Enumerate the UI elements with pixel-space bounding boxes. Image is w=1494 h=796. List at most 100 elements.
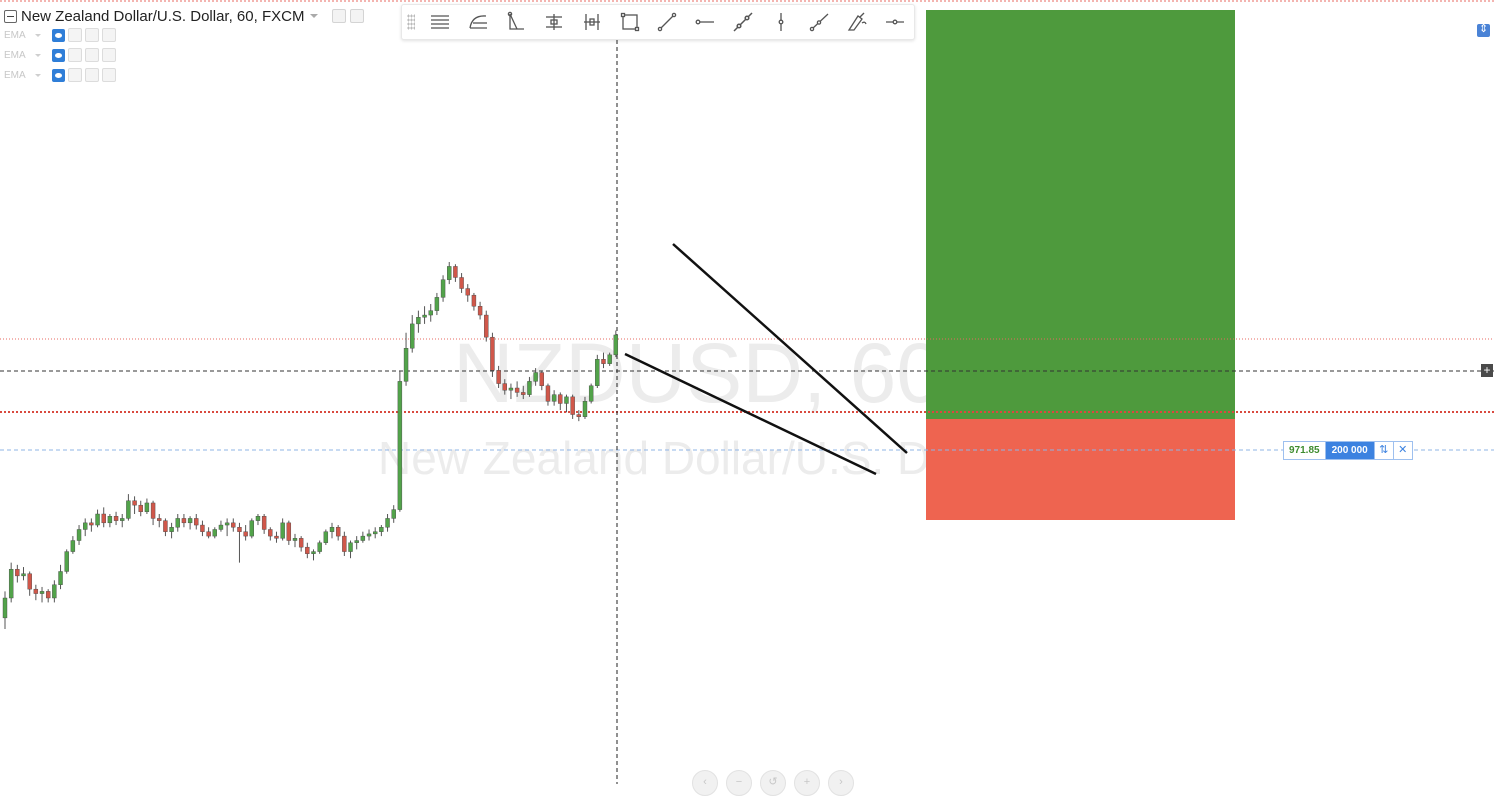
vertical-line-icon [778,13,784,31]
close-icon[interactable] [102,68,116,82]
date-range-tool[interactable] [535,5,573,39]
candle-body [385,518,390,528]
horizontal-lines-tool[interactable] [421,5,459,39]
indicator-name[interactable]: EMA [4,69,26,81]
candle-body [138,504,143,512]
candle-body [496,370,501,384]
candle-body [570,396,575,415]
trend-line-tool[interactable] [649,5,687,39]
candle-body [613,334,619,356]
ray-tool[interactable] [800,5,838,39]
position-quantity[interactable]: 200 000 [1325,442,1374,459]
settings-icon[interactable] [68,28,82,42]
candle-body [373,531,378,535]
curve-tool[interactable] [459,5,497,39]
candle-body [249,520,255,537]
candle-body [58,571,63,585]
indicator-name[interactable]: EMA [4,49,26,61]
lines-icon [430,15,449,29]
candle-body [545,385,551,402]
candle-body [2,597,8,619]
hide-icon[interactable] [350,9,365,23]
candle-body [521,392,526,395]
candle-body [120,518,125,521]
candle-body [231,522,236,528]
settings-icon[interactable] [332,9,347,23]
chevron-down-icon[interactable] [35,73,41,77]
candle-body [113,516,119,521]
eye-icon[interactable] [52,68,65,82]
add-icon[interactable] [85,68,99,82]
reset-icon[interactable]: ↺ [760,770,786,796]
collapse-icon[interactable] [4,9,17,23]
wedge-upper-trendline[interactable] [672,243,908,454]
candle-body [187,518,193,524]
wedge-lower-trendline[interactable] [624,352,877,476]
settings-icon[interactable] [68,48,82,62]
candle-body [305,546,310,554]
chevron-down-icon[interactable] [35,53,41,57]
candle-body [280,522,285,539]
scroll-left-icon[interactable]: ‹ [692,770,718,796]
zoom-in-icon[interactable]: + [794,770,820,796]
drag-handle-icon[interactable] [407,14,415,30]
close-position-icon[interactable]: ✕ [1392,442,1412,459]
candle-body [595,359,600,386]
ray-icon [695,19,715,25]
chevron-down-icon[interactable] [35,33,41,37]
candle-body [410,323,415,349]
indicator-name[interactable]: EMA [4,29,26,41]
candle-body [366,533,372,537]
line-icon [658,12,677,32]
candle-body [391,509,396,519]
horizontal-line-tool[interactable] [876,5,914,39]
zoom-out-icon[interactable]: − [726,770,752,796]
candle-body [52,584,57,599]
target-zone[interactable] [926,10,1235,419]
symbol-title[interactable]: New Zealand Dollar/U.S. Dollar, 60, FXCM [21,7,305,25]
extended-line-tool[interactable] [724,5,762,39]
candle-body [465,288,470,296]
eye-icon[interactable] [52,48,65,62]
stop-zone[interactable] [926,419,1235,520]
rectangle-tool[interactable] [611,5,649,39]
price-range-tool[interactable] [573,5,611,39]
add-icon[interactable] [85,48,99,62]
candle-body [21,573,26,577]
triangle-tool[interactable] [497,5,535,39]
candle-body [539,372,544,386]
scroll-right-icon[interactable]: › [828,770,854,796]
add-icon[interactable] [85,28,99,42]
brush-tool[interactable] [838,5,876,39]
add-price-line-icon[interactable]: + [1481,364,1493,377]
position-pnl: 971.85 [1284,442,1326,459]
watermark-description: New Zealand Dollar/U.S. Dollar [378,432,1017,484]
candle-body [484,314,489,338]
position-label[interactable]: 971.85 200 000 ⇅ ✕ [1283,441,1413,460]
eye-icon[interactable] [52,28,65,42]
horizontal-ray-tool[interactable] [686,5,724,39]
reverse-position-icon[interactable]: ⇅ [1373,442,1393,459]
candle-body [582,401,588,417]
candle-body [39,591,45,594]
chevron-down-icon[interactable] [310,14,319,18]
candle-body [45,591,51,599]
settings-icon[interactable] [68,68,82,82]
candle-body [15,569,20,577]
close-icon[interactable] [102,28,116,42]
candle-body [150,502,156,519]
candle-body [200,524,205,532]
candle-body [564,396,569,404]
scale-toggle-icon[interactable] [1477,22,1490,37]
candle-body [175,518,180,528]
candle-body [558,394,563,404]
candle-body [502,383,507,391]
candles-layer [2,262,619,629]
close-icon[interactable] [102,48,116,62]
indicator-row-1: EMA [4,27,116,43]
candle-body [403,348,409,382]
candle-body [218,524,224,530]
vertical-line-tool[interactable] [762,5,800,39]
